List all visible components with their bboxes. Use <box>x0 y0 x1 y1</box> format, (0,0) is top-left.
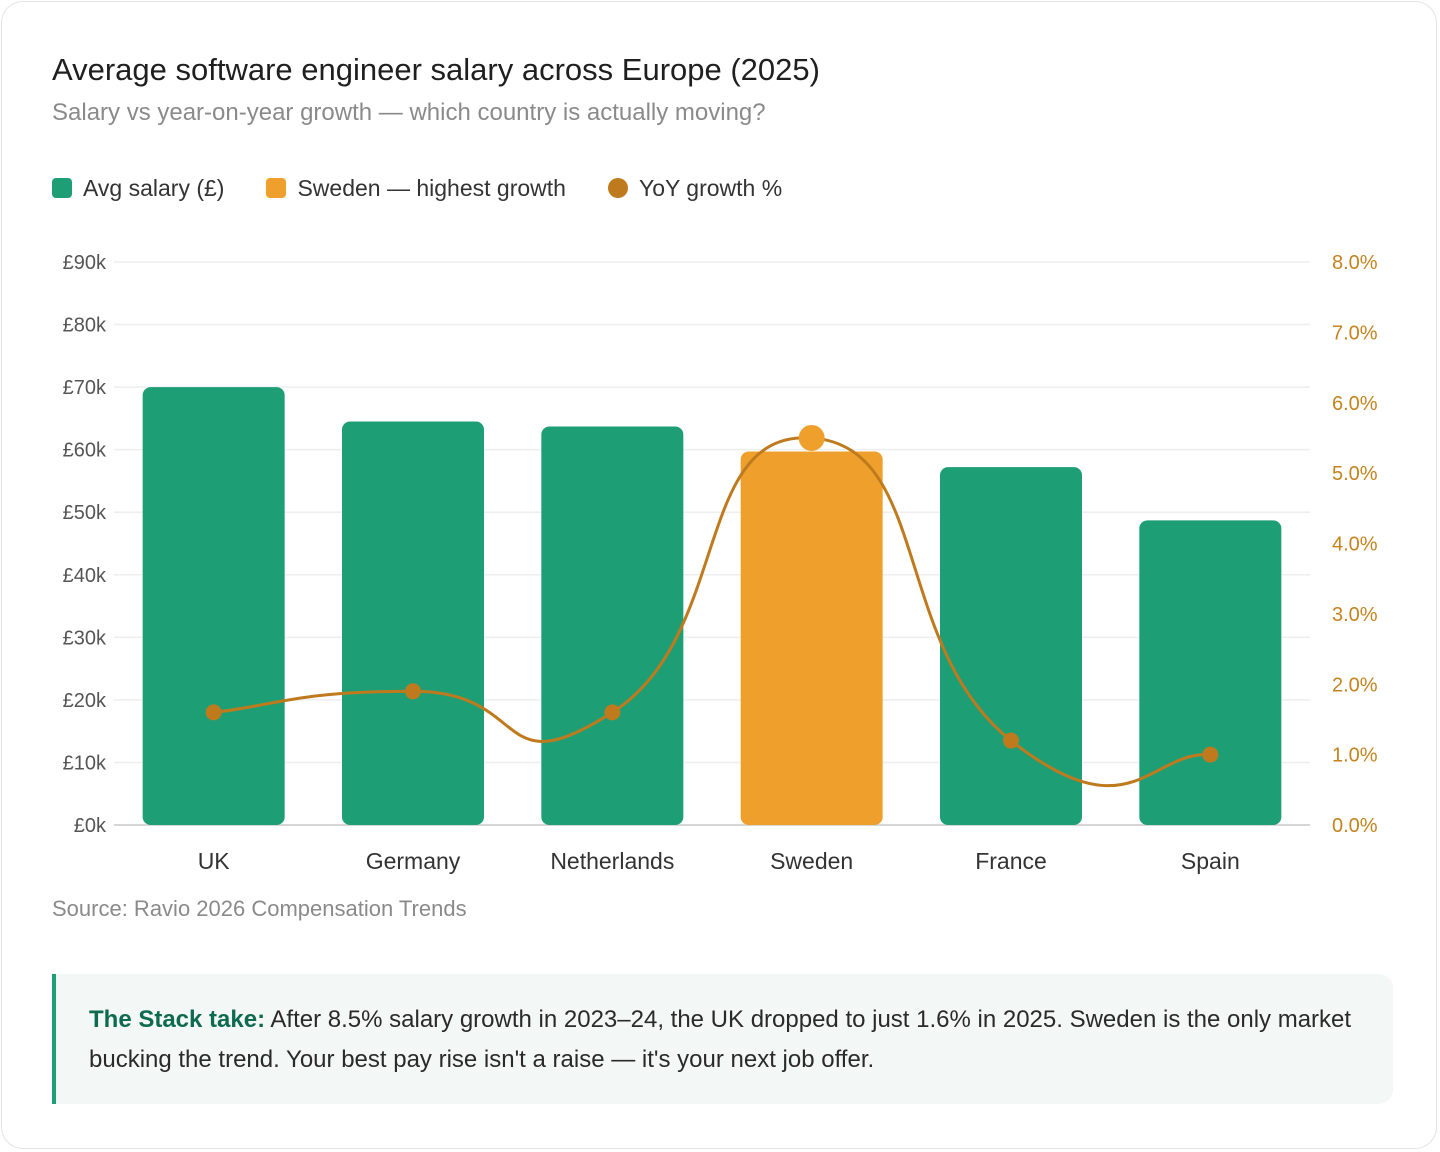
growth-point-germany <box>405 683 421 700</box>
grid-lines <box>114 261 1310 826</box>
combo-chart: £0k£10k£20k£30k£40k£50k£60k£70k£80k£90k … <box>63 252 1378 874</box>
growth-point-sweden <box>798 424 825 451</box>
bar-sweden <box>740 451 883 825</box>
legend-item-growth[interactable]: YoY growth % <box>607 174 783 202</box>
bar-germany <box>342 421 484 825</box>
source-note: Source: Ravio 2026 Compensation Trends <box>52 896 467 921</box>
x-tick-label: France <box>975 848 1047 874</box>
legend-dot-growth <box>607 178 628 198</box>
growth-point-spain <box>1202 746 1219 763</box>
legend-item-salary[interactable]: Avg salary (£) <box>52 175 224 202</box>
bar-spain <box>1139 520 1282 825</box>
right-tick-label: 3.0% <box>1332 604 1378 626</box>
right-tick-label: 1.0% <box>1332 745 1378 767</box>
right-tick-label: 6.0% <box>1332 393 1378 415</box>
x-tick-label: Spain <box>1181 848 1240 874</box>
bar-france <box>940 467 1082 825</box>
right-tick-label: 8.0% <box>1332 252 1378 274</box>
left-tick-label: £70k <box>63 377 107 399</box>
right-axis: 0.0% 1.0% 2.0% 3.0% 4.0% 5.0% 6.0% 7.0% 8.0% <box>1332 252 1378 837</box>
left-axis: £0k £10k £20k £30k £40k £50k £60k £70k £80k £90k <box>63 252 107 837</box>
right-tick-label: 2.0% <box>1332 674 1378 696</box>
growth-line-group <box>205 424 1219 788</box>
chart-subtitle: Salary vs year-on-year growth — which co… <box>52 99 766 126</box>
left-tick-label: £20k <box>63 690 107 712</box>
legend-swatch-highlight <box>266 178 287 198</box>
growth-point-uk <box>205 704 222 721</box>
left-tick-label: £0k <box>74 815 107 837</box>
legend-item-highlight[interactable]: Sweden — highest growth <box>266 175 566 202</box>
growth-point-france <box>1003 732 1019 749</box>
growth-point-netherlands <box>604 704 621 721</box>
left-tick-label: £90k <box>63 252 107 274</box>
chart-title: Average software engineer salary across … <box>52 52 820 87</box>
callout-text: After 8.5% salary growth in 2023–24, the… <box>89 1006 1352 1073</box>
right-tick-label: 4.0% <box>1332 534 1378 556</box>
left-tick-label: £50k <box>63 502 107 524</box>
left-tick-label: £10k <box>63 752 107 774</box>
bars <box>142 387 1282 825</box>
legend-swatch-salary <box>52 178 72 198</box>
left-tick-label: £60k <box>63 440 107 462</box>
x-axis: UK Germany Netherlands Sweden France Spain <box>198 848 1240 874</box>
stack-take-callout: The Stack take: After 8.5% salary growth… <box>52 974 1393 1104</box>
left-tick-label: £80k <box>63 315 107 337</box>
x-tick-label: Sweden <box>770 848 853 874</box>
right-tick-label: 0.0% <box>1332 815 1378 837</box>
right-tick-label: 5.0% <box>1332 463 1378 485</box>
bar-uk <box>142 387 285 825</box>
legend: Avg salary (£) Sweden — highest growth Y… <box>52 173 824 203</box>
x-tick-label: UK <box>198 848 231 874</box>
x-tick-label: Netherlands <box>550 848 674 874</box>
right-tick-label: 7.0% <box>1332 322 1378 344</box>
x-tick-label: Germany <box>366 848 461 874</box>
left-tick-label: £30k <box>63 627 107 649</box>
legend-label-highlight: Sweden — highest growth <box>297 174 566 201</box>
left-tick-label: £40k <box>63 565 107 587</box>
bar-netherlands <box>541 426 684 825</box>
legend-label-growth: YoY growth % <box>638 174 783 201</box>
legend-label-salary: Avg salary (£) <box>83 174 225 201</box>
callout-lead: The Stack take: <box>89 1006 266 1033</box>
